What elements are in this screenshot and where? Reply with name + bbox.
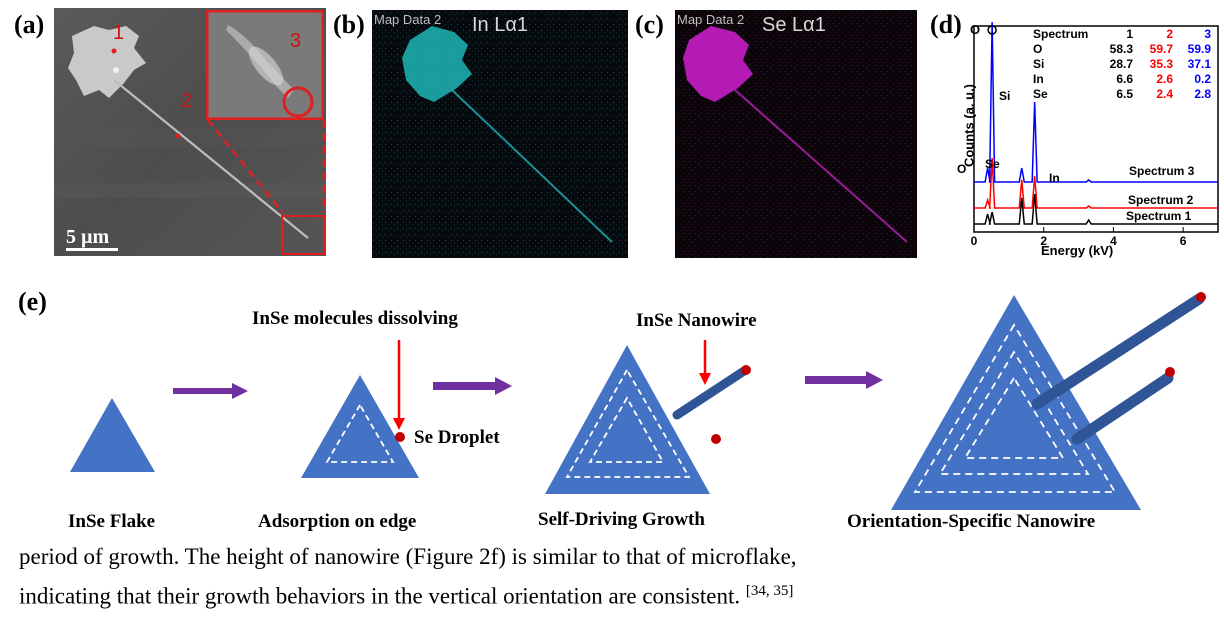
table-cell-spectrum-1: 6.5: [1116, 87, 1133, 101]
annotation-nanowire: InSe Nanowire: [636, 310, 757, 331]
zoom-box: [281, 215, 325, 255]
table-cell-spectrum-3: 59.9: [1187, 42, 1211, 56]
table-cell-spectrum-2: 59.7: [1149, 42, 1173, 56]
sem-image: [54, 8, 326, 256]
table-cell-element: Si: [1033, 57, 1045, 71]
eds-chart-svg: 0 2 4 6: [971, 21, 1219, 248]
peak-label-o: O: [970, 22, 981, 37]
table-header-1: 1: [1126, 27, 1133, 41]
stage-label-4: Orientation-Specific Nanowire: [847, 511, 1096, 532]
spectrum-3-line: [974, 21, 1218, 183]
table-cell-spectrum-2: 35.3: [1149, 57, 1173, 71]
map-data-label-b: Map Data 2: [374, 12, 442, 27]
zoom-connector: [207, 119, 326, 214]
point-label-1: 1: [113, 22, 125, 44]
table-cell-spectrum-1: 28.7: [1109, 57, 1133, 71]
se-droplet-stage2: [395, 432, 405, 442]
nanowire-line: [113, 79, 309, 239]
peak-label-o2: O: [957, 162, 967, 176]
stage-arrow-3: [805, 371, 883, 389]
table-cell-spectrum-3: 2.8: [1194, 87, 1211, 101]
panel-label-d: (d): [930, 10, 962, 39]
scale-bar-label: 5 µm: [66, 226, 110, 248]
table-header-spectrum: Spectrum: [1033, 27, 1089, 41]
stage-label-3: Self-Driving Growth: [538, 509, 705, 530]
x-axis-label: Energy (kV): [1041, 243, 1114, 258]
plot-frame: [973, 25, 1219, 233]
table-row: Si 28.7 35.3 37.1: [1033, 57, 1211, 72]
stage2-triangle: [301, 375, 419, 478]
spectrum-2-line: [974, 157, 1218, 209]
scale-bar: [66, 248, 118, 251]
annotation-droplet: Se Droplet: [414, 427, 500, 448]
se-map-panel: [675, 10, 917, 258]
body-text: period of growth. The height of nanowire…: [19, 540, 1219, 614]
spectrum-1-label: Spectrum 1: [1126, 209, 1192, 223]
x-tick-label: 0: [971, 234, 978, 248]
o-peak-marker: [987, 25, 997, 35]
stage3-triangle: [545, 345, 710, 494]
point-label-2: 2: [181, 90, 193, 112]
peak-label-se: Se: [985, 157, 1000, 171]
se-flake-signal: [683, 26, 753, 102]
in-element-label: In Lα1: [472, 14, 529, 36]
table-row: In 6.6 2.6 0.2: [1033, 72, 1211, 87]
x-tick-label: 2: [1040, 234, 1047, 248]
droplet-circle: [282, 86, 314, 118]
x-tick-label: 4: [1110, 234, 1117, 248]
in-map-panel: [372, 10, 628, 258]
table-cell-spectrum-1: 58.3: [1109, 42, 1133, 56]
spectrum-1-line: [974, 193, 1218, 225]
stage-label-1: InSe Flake: [68, 511, 156, 532]
flake-shape: [68, 26, 146, 98]
body-line-2: indicating that their growth behaviors i…: [19, 574, 1219, 614]
eds-chart: 0 2 4 6: [940, 8, 1220, 260]
panel-label-b: (b): [333, 10, 365, 39]
body-line-1: period of growth. The height of nanowire…: [19, 544, 797, 569]
table-cell-element: In: [1033, 72, 1044, 86]
table-cell-spectrum-1: 6.6: [1116, 72, 1133, 86]
stage4-triangle: [891, 295, 1141, 510]
table-header-2: 2: [1166, 27, 1173, 41]
table-cell-spectrum-2: 2.4: [1156, 87, 1173, 101]
composition-table: Spectrum 1 2 3 O 58.3 59.7 59.9 Si 28.7 35.3 37…: [1033, 27, 1211, 102]
table-cell-element: O: [1033, 42, 1043, 56]
in-wire-signal: [451, 89, 613, 243]
spectrum-3-label: Spectrum 3: [1129, 164, 1195, 178]
stage-label-2: Adsorption on edge: [258, 511, 417, 532]
se-element-label: Se Lα1: [762, 14, 826, 36]
table-cell-element: Se: [1033, 87, 1048, 101]
growth-schematic: [70, 292, 1206, 510]
table-header-3: 3: [1204, 27, 1211, 41]
spectrum-2-label: Spectrum 2: [1128, 193, 1194, 207]
stage1-triangle: [70, 398, 155, 472]
sem-inset: [205, 9, 325, 121]
map-data-label-c: Map Data 2: [677, 12, 745, 27]
citation: [34, 35]: [745, 583, 794, 599]
panel-label-e: (e): [18, 287, 47, 316]
table-header: Spectrum 1 2 3: [1033, 27, 1211, 42]
table-cell-spectrum-3: 37.1: [1187, 57, 1211, 71]
sem-image-panel: [54, 8, 326, 256]
table-row: O 58.3 59.7 59.9: [1033, 42, 1211, 57]
stage-arrow-1: [173, 383, 248, 399]
peak-label-in: In: [1049, 171, 1060, 185]
table-cell-spectrum-2: 2.6: [1156, 72, 1173, 86]
body-line-2-text: indicating that their growth behaviors i…: [19, 583, 741, 609]
stage3-nanowire: [672, 366, 749, 420]
stage4-nanowire-1: [1031, 293, 1205, 410]
peak-label-si: Si: [999, 89, 1011, 103]
table-row: Se 6.5 2.4 2.8: [1033, 87, 1211, 102]
se-wire-signal: [734, 89, 908, 243]
stage4-nanowire-2: [1071, 372, 1174, 445]
annotation-dissolving: InSe molecules dissolving: [252, 308, 458, 329]
panel-label-c: (c): [635, 10, 664, 39]
x-tick-label: 6: [1180, 234, 1187, 248]
panel-label-a: (a): [14, 10, 45, 39]
in-flake-signal: [402, 26, 472, 102]
point-label-3: 3: [290, 30, 302, 52]
stage-arrow-2: [433, 377, 512, 395]
table-cell-spectrum-3: 0.2: [1194, 72, 1211, 86]
